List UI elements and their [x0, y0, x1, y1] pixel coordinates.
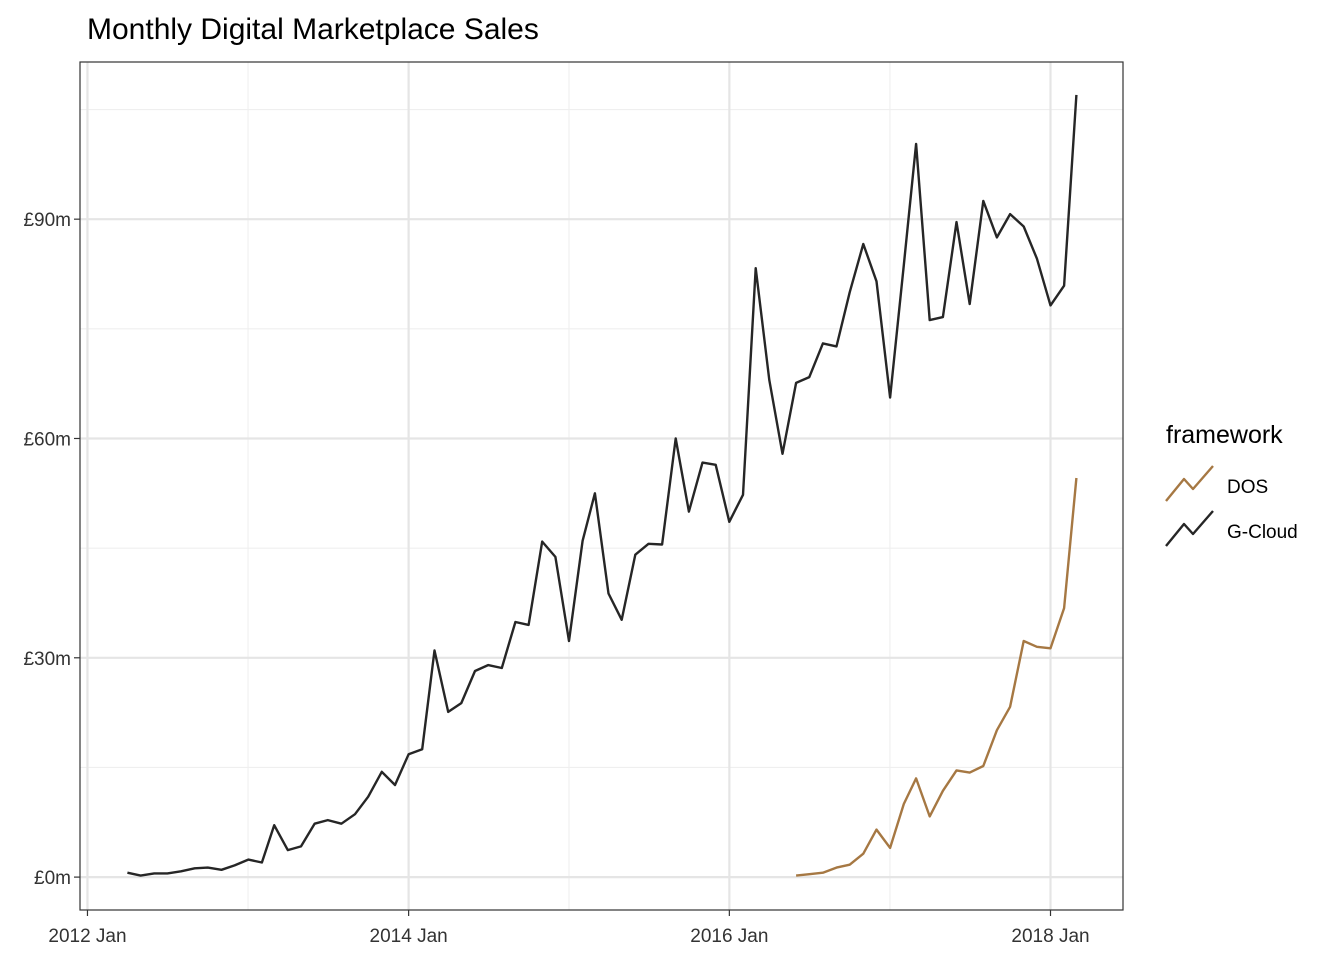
- legend: framework DOS G-Cloud: [1165, 421, 1298, 547]
- y-tick-label: £60m: [23, 429, 71, 450]
- x-tick-label: 2012 Jan: [48, 926, 126, 947]
- grid: [80, 62, 1123, 910]
- axes: £0m £30m £60m £90m 2012 Jan 2014 Jan 2016 Jan 2…: [23, 210, 1089, 947]
- x-tick-label: 2018 Jan: [1011, 926, 1089, 947]
- y-tick-label: £90m: [23, 210, 71, 231]
- x-tick-label: 2016 Jan: [690, 926, 768, 947]
- legend-item-dos: DOS: [1165, 465, 1268, 502]
- series-line-g-cloud: [127, 94, 1078, 877]
- plot-panel: [79, 61, 1124, 911]
- legend-label-g-cloud: G-Cloud: [1227, 522, 1298, 543]
- series-line-dos: [795, 477, 1078, 877]
- legend-label-dos: DOS: [1227, 477, 1268, 498]
- x-tick-label: 2014 Jan: [370, 926, 448, 947]
- y-tick-label: £30m: [23, 649, 71, 670]
- legend-item-g-cloud: G-Cloud: [1165, 510, 1298, 547]
- legend-key-g-cloud: [1165, 510, 1214, 547]
- y-tick-label: £0m: [34, 868, 71, 889]
- chart-title: Monthly Digital Marketplace Sales: [87, 13, 539, 46]
- legend-key-dos: [1165, 465, 1214, 502]
- plot-series: [127, 94, 1078, 877]
- legend-title: framework: [1166, 421, 1283, 449]
